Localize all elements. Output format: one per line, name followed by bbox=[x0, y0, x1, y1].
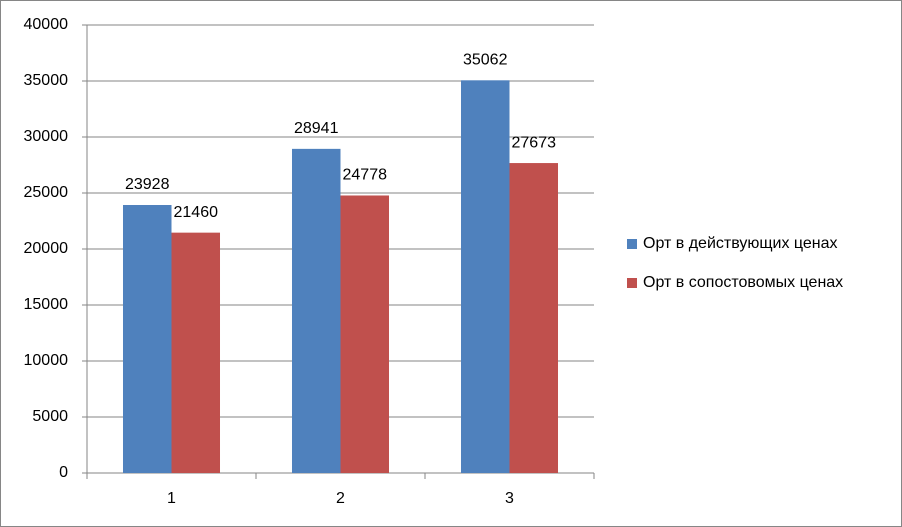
data-label: 24778 bbox=[343, 167, 388, 184]
y-tick-label: 0 bbox=[59, 464, 68, 481]
y-tick-label: 35000 bbox=[24, 72, 69, 89]
legend-label: Орт в сопостовомых ценах bbox=[643, 274, 843, 291]
y-tick-label: 30000 bbox=[24, 128, 69, 145]
data-label: 28941 bbox=[294, 120, 339, 137]
bar bbox=[460, 80, 510, 473]
bar bbox=[509, 163, 559, 474]
y-tick-label: 10000 bbox=[24, 352, 69, 369]
x-tick-label: 1 bbox=[167, 490, 176, 507]
legend-swatch bbox=[627, 278, 637, 288]
data-label: 23928 bbox=[125, 176, 170, 193]
legend-label: Орт в действующих ценах bbox=[643, 235, 838, 252]
y-tick-label: 40000 bbox=[24, 16, 69, 33]
y-tick-label: 5000 bbox=[32, 408, 68, 425]
x-tick-label: 3 bbox=[505, 490, 514, 507]
bar bbox=[122, 205, 172, 473]
bar bbox=[291, 148, 341, 474]
data-label: 21460 bbox=[174, 204, 219, 221]
y-tick-label: 20000 bbox=[24, 240, 69, 257]
y-tick-label: 25000 bbox=[24, 184, 69, 201]
legend-swatch bbox=[627, 239, 637, 249]
bar bbox=[340, 195, 390, 474]
data-label: 27673 bbox=[512, 134, 557, 151]
bar bbox=[171, 232, 221, 473]
data-label: 35062 bbox=[463, 52, 508, 69]
y-tick-label: 15000 bbox=[24, 296, 69, 313]
x-tick-label: 2 bbox=[336, 490, 345, 507]
